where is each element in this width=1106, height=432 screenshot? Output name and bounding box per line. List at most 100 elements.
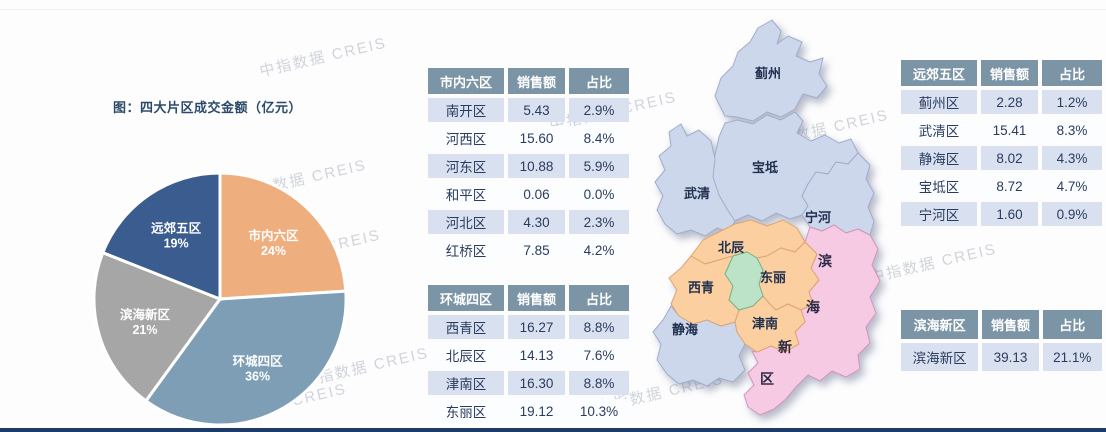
- table-row: 河北区 4.30 2.3%: [428, 210, 629, 234]
- table-cell: 0.06: [508, 182, 565, 206]
- table-cell: 8.02: [981, 146, 1038, 170]
- table-cell: 16.30: [508, 371, 565, 395]
- table-cell: 0.0%: [569, 182, 629, 206]
- map-label-wuqing: 武清: [684, 186, 710, 201]
- table-header-cell: 销售额: [982, 310, 1039, 339]
- pie-chart-svg: 市内六区 24% 环城四区 36% 滨海新区 21% 远郊五区 19%: [92, 171, 348, 427]
- tianjin-district-map: 蓟州 宝坻 武清 宁河 北辰 西青 东丽 津南 静海 滨 海 新 区: [625, 16, 895, 432]
- table-cell: 红桥区: [428, 238, 504, 262]
- map-label-jizhou: 蓟州: [754, 66, 781, 81]
- map-region-city-core: [724, 251, 764, 311]
- table-cell: 2.28: [981, 90, 1038, 114]
- table-cell: 19.12: [508, 399, 565, 423]
- pie-slice: [143, 289, 348, 427]
- table-cell: 西青区: [428, 315, 504, 339]
- watermark: 中指数据 CREIS: [257, 34, 389, 81]
- table-cell: 宝坻区: [901, 174, 977, 198]
- pie-chart-title: 图：四大片区成交金额（亿元）: [113, 100, 303, 115]
- table-cell: 蓟州区: [901, 90, 977, 114]
- table-row: 宁河区 1.60 0.9%: [901, 202, 1102, 226]
- table-row: 宝坻区 8.72 4.7%: [901, 174, 1102, 198]
- table-header-row: 滨海新区 销售额 占比: [901, 310, 1102, 339]
- table-cell: 16.27: [508, 315, 565, 339]
- table-cell: 8.8%: [569, 371, 629, 395]
- table-header-cell: 占比: [1042, 310, 1102, 339]
- table-cell: 15.41: [981, 118, 1038, 142]
- table-cell: 4.7%: [1042, 174, 1102, 198]
- table-cell: 2.3%: [569, 210, 629, 234]
- map-label-beichen: 北辰: [718, 240, 745, 255]
- table-cell: 10.88: [508, 154, 565, 178]
- table-cell: 东丽区: [428, 399, 504, 423]
- table-cell: 15.60: [508, 126, 565, 150]
- pie-slice-label: 环城四区 36%: [233, 353, 284, 383]
- map-label-binhai-char: 海: [806, 299, 820, 315]
- table-cell: 10.3%: [569, 399, 629, 423]
- top-divider: [0, 9, 1106, 10]
- table-header-row: 远郊五区 销售额 占比: [901, 60, 1102, 86]
- table-cell: 武清区: [901, 118, 977, 142]
- table-cell: 2.9%: [569, 98, 629, 122]
- table-header-cell: 占比: [569, 68, 629, 94]
- table-cell: 河西区: [428, 126, 504, 150]
- map-label-jinghai: 静海: [672, 322, 698, 337]
- table-cell: 0.9%: [1042, 202, 1102, 226]
- table-row: 蓟州区 2.28 1.2%: [901, 90, 1102, 114]
- pie-slice: [218, 171, 348, 301]
- table-cell: 北辰区: [428, 343, 504, 367]
- table-row: 河东区 10.88 5.9%: [428, 154, 629, 178]
- table-cell: 4.2%: [569, 238, 629, 262]
- table-row: 武清区 15.41 8.3%: [901, 118, 1102, 142]
- table-downtown-six-districts: 市内六区 销售额 占比 南开区 5.43 2.9% 河西区 15.60 8.4% 河东区 10.88…: [424, 64, 633, 266]
- table-cell: 8.8%: [569, 315, 629, 339]
- table-row: 滨海新区 39.13 21.1%: [901, 343, 1102, 371]
- table-cell: 1.2%: [1042, 90, 1102, 114]
- table-header-cell: 远郊五区: [901, 60, 977, 86]
- table-cell: 和平区: [428, 182, 504, 206]
- table-row: 北辰区 14.13 7.6%: [428, 343, 629, 367]
- table-outer-five-districts: 远郊五区 销售额 占比 蓟州区 2.28 1.2% 武清区 15.41 8.3% 静海区 8.02 4…: [897, 56, 1106, 230]
- table-cell: 1.60: [981, 202, 1038, 226]
- pie-slice: [100, 171, 222, 302]
- table-header-cell: 销售额: [508, 68, 565, 94]
- table-cell: 8.3%: [1042, 118, 1102, 142]
- table-cell: 河东区: [428, 154, 504, 178]
- table-row: 东丽区 19.12 10.3%: [428, 399, 629, 423]
- map-svg: 蓟州 宝坻 武清 宁河 北辰 西青 东丽 津南 静海 滨 海 新 区: [652, 19, 881, 416]
- map-region-jinnan: [734, 295, 806, 353]
- table-cell: 津南区: [428, 371, 504, 395]
- table-row: 红桥区 7.85 4.2%: [428, 238, 629, 262]
- table-header-cell: 滨海新区: [901, 310, 979, 339]
- table-header-cell: 占比: [569, 285, 629, 311]
- map-label-jinnan: 津南: [752, 316, 778, 331]
- map-label-ninghe: 宁河: [805, 210, 831, 225]
- table-row: 西青区 16.27 8.8%: [428, 315, 629, 339]
- table-cell: 5.43: [508, 98, 565, 122]
- pie-slice: [92, 250, 223, 403]
- table-header-row: 市内六区 销售额 占比: [428, 68, 629, 94]
- map-region-xiqing: [668, 255, 740, 327]
- table-header-cell: 销售额: [508, 285, 565, 311]
- table-cell: 14.13: [508, 343, 565, 367]
- table-header-cell: 占比: [1042, 60, 1102, 86]
- pie-slice-label: 滨海新区 21%: [120, 307, 171, 337]
- table-row: 静海区 8.02 4.3%: [901, 146, 1102, 170]
- table-row: 河西区 15.60 8.4%: [428, 126, 629, 150]
- pie-slice-label: 市内六区 24%: [248, 228, 299, 258]
- map-label-binhai-char: 区: [760, 371, 774, 387]
- table-cell: 静海区: [901, 146, 977, 170]
- table-row: 和平区 0.06 0.0%: [428, 182, 629, 206]
- map-label-dongli: 东丽: [760, 270, 786, 285]
- map-label-baodi: 宝坻: [752, 160, 778, 175]
- map-label-xiqing: 西青: [688, 280, 714, 295]
- table-cell: 8.72: [981, 174, 1038, 198]
- table-cell: 南开区: [428, 98, 504, 122]
- map-label-binhai-char: 新: [778, 339, 792, 355]
- map-region-wuqing: [654, 123, 736, 237]
- table-cell: 8.4%: [569, 126, 629, 150]
- table-cell: 滨海新区: [901, 343, 979, 371]
- map-region-jizhou: [714, 19, 828, 122]
- table-cell: 7.6%: [569, 343, 629, 367]
- table-cell: 4.3%: [1042, 146, 1102, 170]
